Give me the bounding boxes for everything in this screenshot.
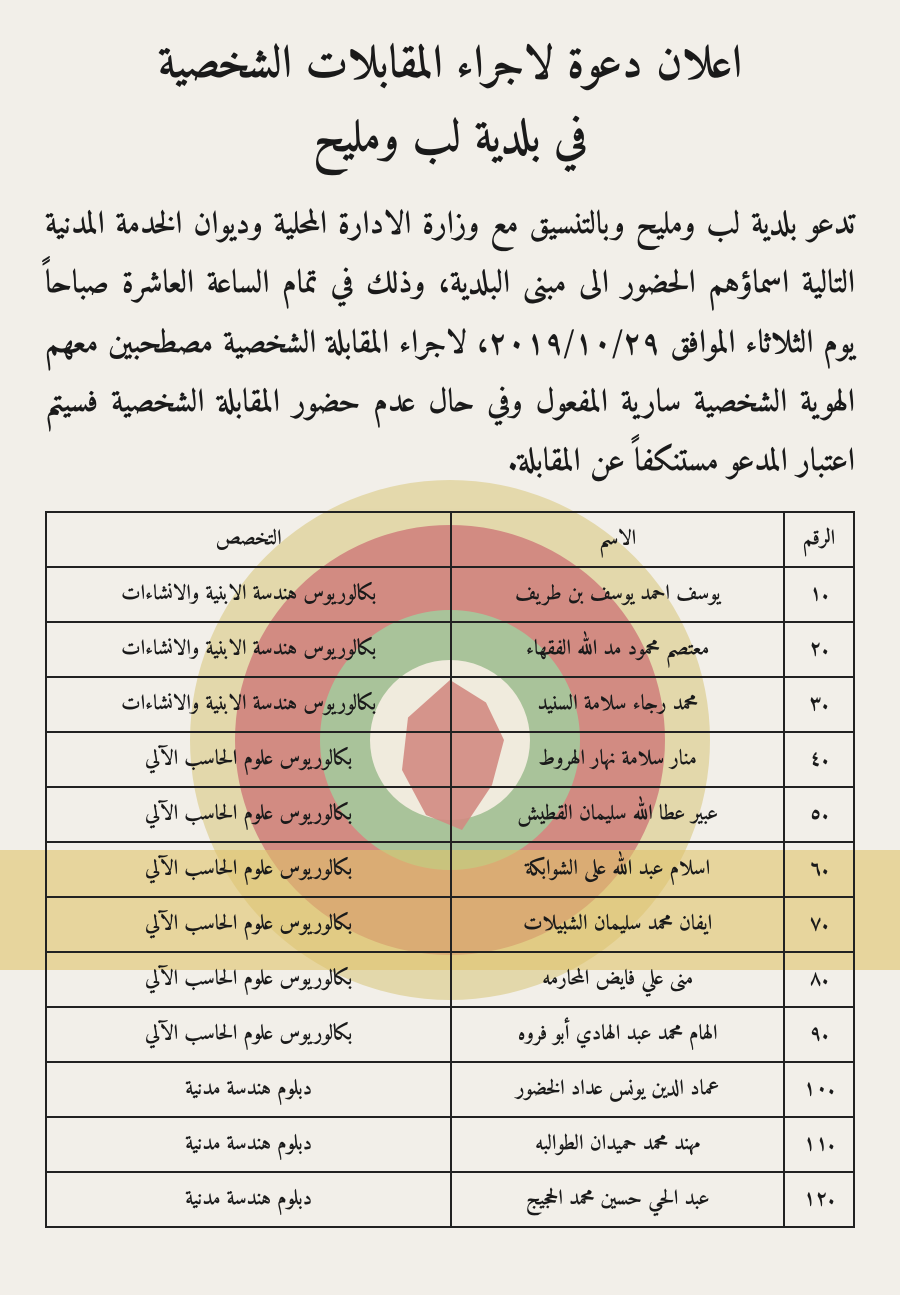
cell-spec: بكالوريوس هندسة الابنية والانشاءات bbox=[46, 677, 451, 732]
cell-number: .١٠ bbox=[784, 1062, 854, 1117]
cell-number: .٤ bbox=[784, 732, 854, 787]
cell-number: .٣ bbox=[784, 677, 854, 732]
cell-spec: بكالوريوس هندسة الابنية والانشاءات bbox=[46, 622, 451, 677]
candidates-table: الرقم الاسم التخصص .١يوسف احمد يوسف بن ط… bbox=[45, 511, 855, 1228]
cell-spec: بكالوريوس هندسة الابنية والانشاءات bbox=[46, 567, 451, 622]
cell-spec: بكالوريوس علوم الحاسب الآلي bbox=[46, 952, 451, 1007]
cell-number: .٨ bbox=[784, 952, 854, 1007]
table-row: .١٢عبد الحي حسين محمد الحجيجدبلوم هندسة … bbox=[46, 1172, 854, 1227]
cell-number: .٢ bbox=[784, 622, 854, 677]
cell-spec: بكالوريوس علوم الحاسب الآلي bbox=[46, 897, 451, 952]
cell-number: .٧ bbox=[784, 897, 854, 952]
document-title: اعلان دعوة لاجراء المقابلات الشخصية في ب… bbox=[45, 30, 855, 177]
title-line-2: في بلدية لب ومليح bbox=[313, 100, 587, 181]
cell-name: عبير عطا الله سليمان القطيش bbox=[451, 787, 784, 842]
table-row: .٧ايفان محمد سليمان الشبيلاتبكالوريوس عل… bbox=[46, 897, 854, 952]
table-row: .١٠عماد الدين يونس عداد الخضوردبلوم هندس… bbox=[46, 1062, 854, 1117]
cell-name: منار سلامة نهار الهروط bbox=[451, 732, 784, 787]
cell-name: مهند محمد حميدان الطوالبه bbox=[451, 1117, 784, 1172]
table-body: .١يوسف احمد يوسف بن طريفبكالوريوس هندسة … bbox=[46, 567, 854, 1227]
cell-name: ايفان محمد سليمان الشبيلات bbox=[451, 897, 784, 952]
cell-spec: بكالوريوس علوم الحاسب الآلي bbox=[46, 842, 451, 897]
cell-number: .١١ bbox=[784, 1117, 854, 1172]
cell-number: .١ bbox=[784, 567, 854, 622]
col-header-name: الاسم bbox=[451, 512, 784, 567]
cell-number: .٩ bbox=[784, 1007, 854, 1062]
cell-name: يوسف احمد يوسف بن طريف bbox=[451, 567, 784, 622]
table-row: .٩الهام محمد عبد الهادي أبو فروهبكالوريو… bbox=[46, 1007, 854, 1062]
table-row: .٤منار سلامة نهار الهروطبكالوريوس علوم ا… bbox=[46, 732, 854, 787]
col-header-number: الرقم bbox=[784, 512, 854, 567]
table-row: .٨منى علي فايض المحارمهبكالوريوس علوم ال… bbox=[46, 952, 854, 1007]
table-row: .١١مهند محمد حميدان الطوالبهدبلوم هندسة … bbox=[46, 1117, 854, 1172]
cell-number: .٥ bbox=[784, 787, 854, 842]
cell-name: عبد الحي حسين محمد الحجيج bbox=[451, 1172, 784, 1227]
cell-number: .٦ bbox=[784, 842, 854, 897]
cell-name: عماد الدين يونس عداد الخضور bbox=[451, 1062, 784, 1117]
table-row: .١يوسف احمد يوسف بن طريفبكالوريوس هندسة … bbox=[46, 567, 854, 622]
cell-spec: بكالوريوس علوم الحاسب الآلي bbox=[46, 787, 451, 842]
cell-spec: دبلوم هندسة مدنية bbox=[46, 1172, 451, 1227]
cell-spec: بكالوريوس علوم الحاسب الآلي bbox=[46, 1007, 451, 1062]
table-row: .٢معتصم محمود مد الله الفقهاءبكالوريوس ه… bbox=[46, 622, 854, 677]
table-row: .٣محمد رجاء سلامة السنيدبكالوريوس هندسة … bbox=[46, 677, 854, 732]
cell-name: معتصم محمود مد الله الفقهاء bbox=[451, 622, 784, 677]
title-line-1: اعلان دعوة لاجراء المقابلات الشخصية bbox=[158, 26, 742, 107]
table-row: .٥عبير عطا الله سليمان القطيشبكالوريوس ع… bbox=[46, 787, 854, 842]
document-content: اعلان دعوة لاجراء المقابلات الشخصية في ب… bbox=[0, 0, 900, 1248]
cell-name: منى علي فايض المحارمه bbox=[451, 952, 784, 1007]
body-paragraph: تدعو بلدية لب ومليح وبالتنسيق مع وزارة ا… bbox=[45, 197, 855, 493]
table-header-row: الرقم الاسم التخصص bbox=[46, 512, 854, 567]
cell-spec: دبلوم هندسة مدنية bbox=[46, 1062, 451, 1117]
col-header-spec: التخصص bbox=[46, 512, 451, 567]
cell-number: .١٢ bbox=[784, 1172, 854, 1227]
cell-name: اسلام عبد الله على الشوابكة bbox=[451, 842, 784, 897]
cell-name: محمد رجاء سلامة السنيد bbox=[451, 677, 784, 732]
cell-spec: بكالوريوس علوم الحاسب الآلي bbox=[46, 732, 451, 787]
cell-spec: دبلوم هندسة مدنية bbox=[46, 1117, 451, 1172]
cell-name: الهام محمد عبد الهادي أبو فروه bbox=[451, 1007, 784, 1062]
table-row: .٦اسلام عبد الله على الشوابكةبكالوريوس ع… bbox=[46, 842, 854, 897]
